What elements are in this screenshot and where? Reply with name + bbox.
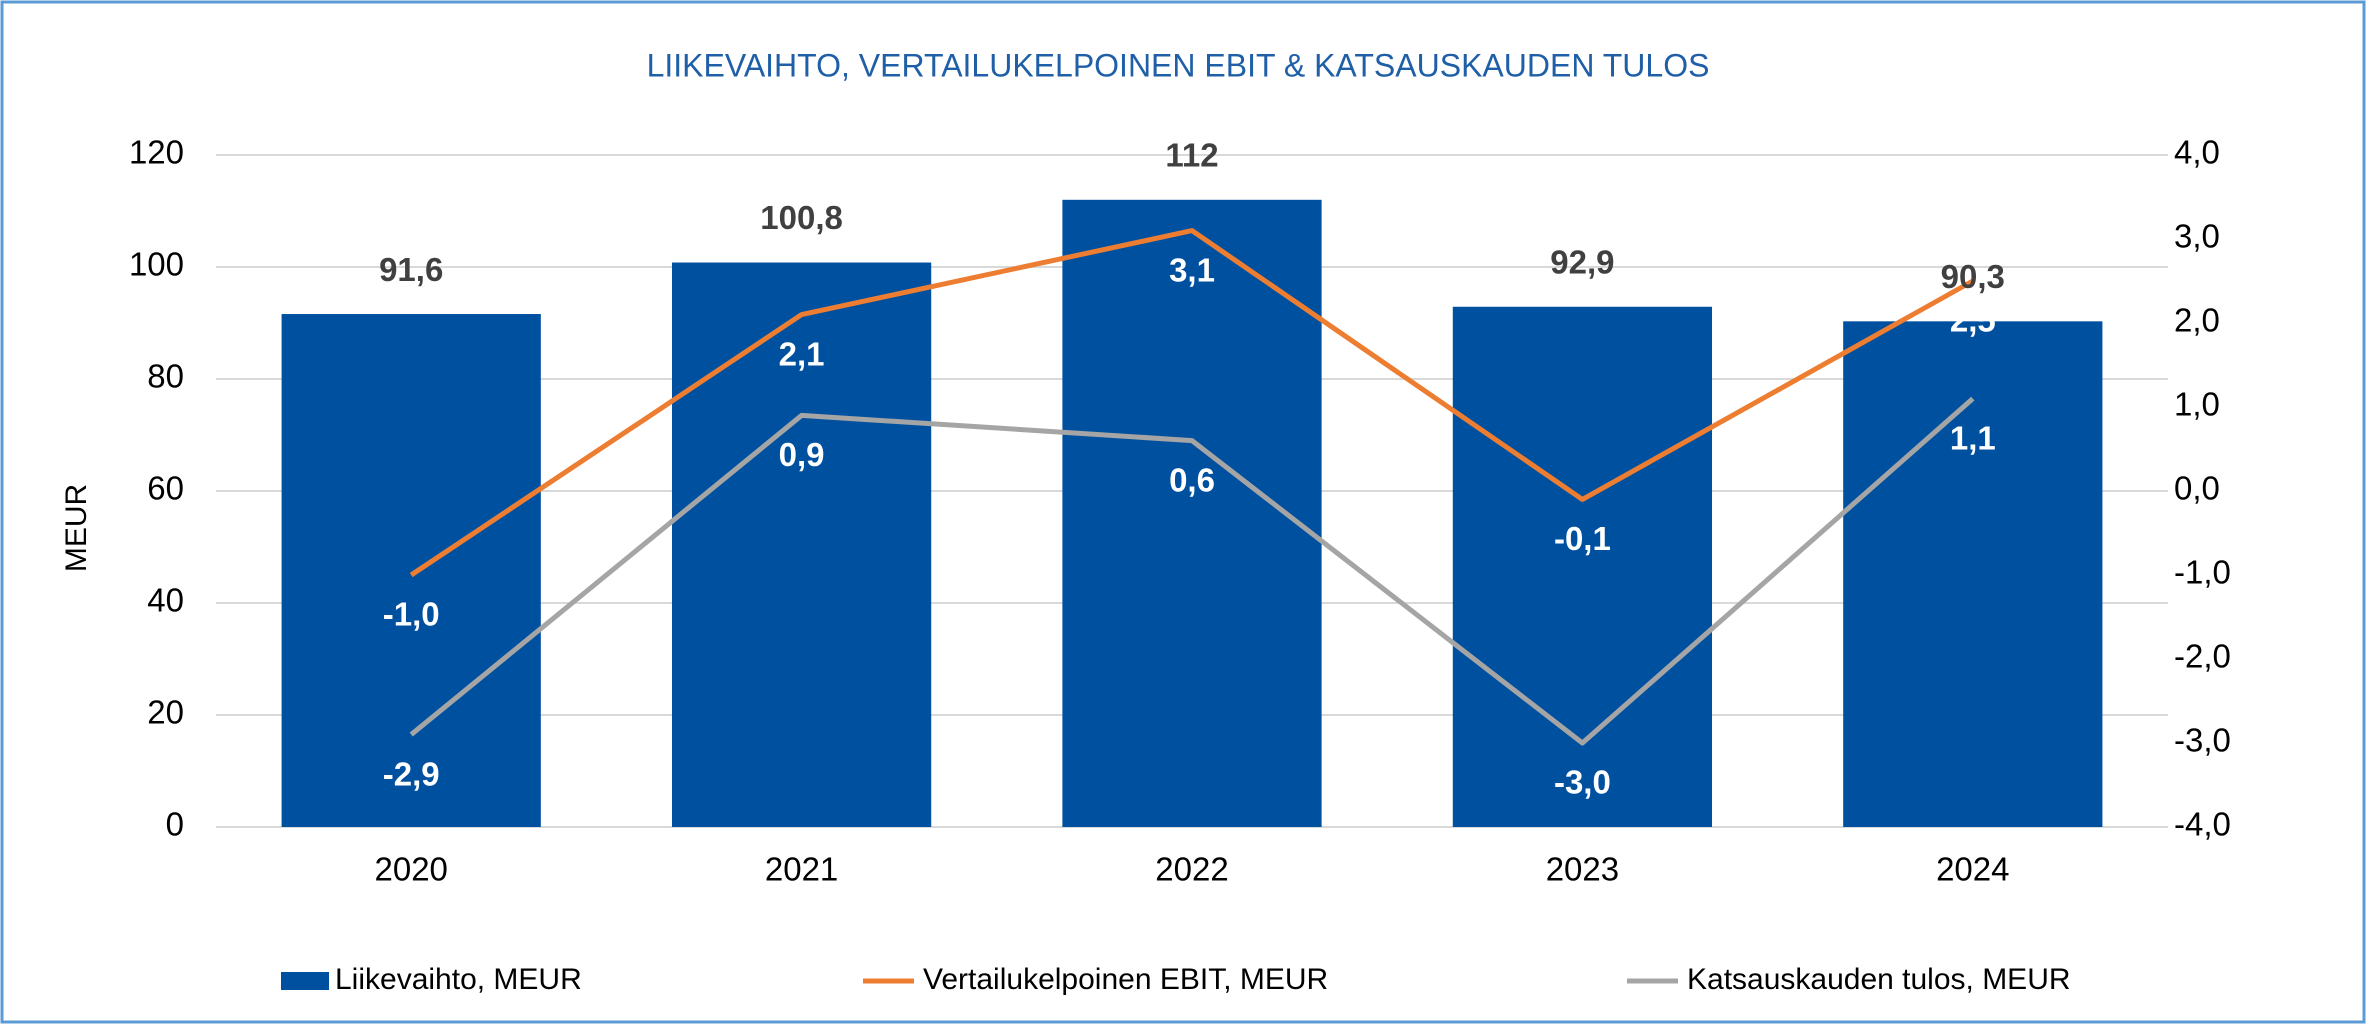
line-value-label: -3,0 [1554,764,1611,801]
y2-tick-label: -2,0 [2174,638,2231,675]
bar [1843,321,2103,827]
bar-value-label: 100,8 [760,199,843,236]
bar [281,314,541,827]
legend-label: Vertailukelpoinen EBIT, MEUR [923,963,1328,996]
y2-tick-label: 1,0 [2174,386,2220,423]
y2-tick-label: 3,0 [2174,218,2220,255]
bar [1062,199,1322,828]
y-tick-label: 20 [147,694,184,731]
bar-value-label: 112 [1165,137,1218,174]
line-value-label: -2,9 [383,755,440,792]
y-tick-label: 60 [147,470,184,507]
line-value-label: 2,5 [1950,302,1996,339]
x-tick-label: 2022 [1155,851,1228,888]
y2-tick-label: -3,0 [2174,722,2231,759]
x-tick-label: 2020 [374,851,447,888]
line-value-label: 1,1 [1950,419,1996,456]
y2-tick-label: 4,0 [2174,134,2220,171]
line-value-label: -1,0 [383,596,440,633]
line-value-label: -0,1 [1554,520,1611,557]
y2-tick-label: 2,0 [2174,302,2220,339]
y-axis-label: MEUR [60,484,93,572]
y-tick-label: 0 [166,806,184,843]
line [409,228,1975,578]
legend-label: Katsauskauden tulos, MEUR [1687,963,2071,996]
bar-value-label: 90,3 [1941,258,2005,295]
line-value-label: 2,1 [779,335,825,372]
legend-swatch [281,972,329,990]
legend-label: Liikevaihto, MEUR [335,963,582,996]
y2-tick-label: -1,0 [2174,554,2231,591]
bar [1452,306,1713,827]
x-tick-label: 2024 [1936,851,2009,888]
line-value-label: 0,6 [1169,461,1215,498]
line [409,396,1975,746]
y2-tick-label: 0,0 [2174,470,2220,507]
y-tick-label: 100 [129,246,184,283]
y-tick-label: 120 [129,134,184,171]
y2-tick-label: -4,0 [2174,806,2231,843]
line-value-label: 0,9 [779,436,825,473]
bar-value-label: 92,9 [1550,243,1614,280]
x-tick-label: 2021 [765,851,838,888]
chart-title: LIIKEVAIHTO, VERTAILUKELPOINEN EBIT & KA… [647,47,1710,83]
bar [671,262,932,827]
bar-value-label: 91,6 [379,251,443,288]
x-tick-label: 2023 [1546,851,1619,888]
y-tick-label: 80 [147,358,184,395]
line-value-label: 3,1 [1169,251,1215,288]
y-tick-label: 40 [147,582,184,619]
